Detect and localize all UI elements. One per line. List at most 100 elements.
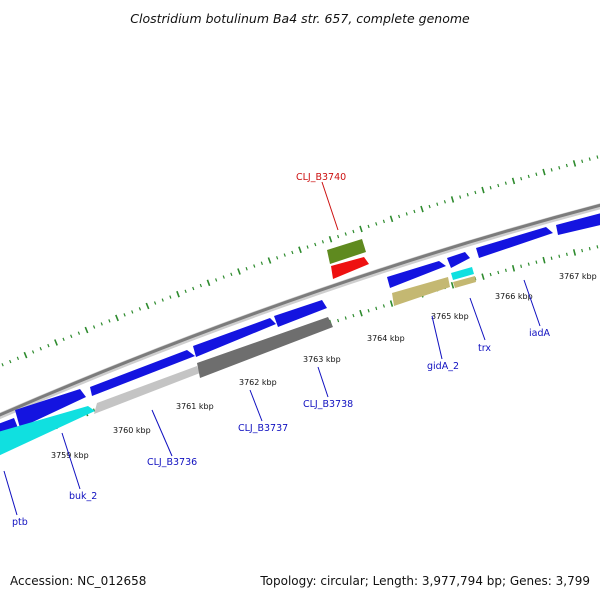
gene-lightgray-buk[interactable] <box>94 366 200 414</box>
gene-darkgray-3737[interactable] <box>197 317 333 378</box>
gene-forward[interactable] <box>476 227 553 258</box>
scale-tick-minor <box>276 256 279 260</box>
scale-tick-minor <box>459 195 462 199</box>
scale-tick-minor <box>527 174 530 179</box>
outer-scale-ticks <box>1 155 599 367</box>
gene-label-clj-b3738[interactable]: CLJ_B3738 <box>303 399 353 410</box>
scale-tick-major <box>84 326 89 334</box>
scale-tick-minor <box>398 214 401 219</box>
leader-ptb <box>3 470 18 516</box>
scale-tick-major <box>328 235 333 243</box>
scale-tick-minor <box>375 306 378 311</box>
scale-tick-minor <box>314 242 317 247</box>
scale-label-3762: 3762 kbp <box>239 378 277 387</box>
scale-label-3759: 3759 kbp <box>51 451 89 460</box>
scale-tick-major <box>572 249 577 256</box>
scale-tick-major <box>359 309 363 317</box>
gene-label-gidA-2[interactable]: gidA_2 <box>427 361 459 372</box>
leader-gidA-2 <box>431 315 443 360</box>
scale-tick-minor <box>489 186 492 190</box>
scale-label-3764: 3764 kbp <box>367 334 405 343</box>
scale-tick-minor <box>535 260 538 264</box>
gene-khaki-small[interactable] <box>453 276 476 288</box>
gene-forward[interactable] <box>193 318 276 357</box>
scale-tick-major <box>206 279 211 287</box>
scale-tick-major <box>115 314 119 322</box>
scale-tick-minor <box>565 163 568 168</box>
gene-khaki-gidA[interactable] <box>392 277 450 306</box>
scale-tick-major <box>267 257 272 264</box>
gene-forward[interactable] <box>387 261 446 288</box>
gene-label-trx[interactable]: trx <box>478 343 491 354</box>
scale-label-3767: 3767 kbp <box>559 272 597 281</box>
scale-tick-minor <box>550 168 553 172</box>
scale-tick-major <box>145 302 150 310</box>
scale-tick-minor <box>321 240 324 244</box>
scale-tick-minor <box>131 310 134 314</box>
gene-label-buk-2[interactable]: buk_2 <box>69 491 97 502</box>
gene-label-clj-b3740[interactable]: CLJ_B3740 <box>296 172 346 183</box>
gene-label-clj-b3736[interactable]: CLJ_B3736 <box>147 457 197 468</box>
scale-tick-minor <box>192 286 195 291</box>
scale-tick-minor <box>31 350 35 354</box>
gene-label-clj-b3737[interactable]: CLJ_B3737 <box>238 423 288 434</box>
scale-tick-major <box>511 265 516 272</box>
scale-tick-minor <box>337 234 340 239</box>
leader-clj-b3737 <box>249 389 263 422</box>
scale-tick-minor <box>352 229 355 234</box>
gene-label-ptb[interactable]: ptb <box>12 517 28 528</box>
gene-forward[interactable] <box>447 252 470 268</box>
scale-tick-minor <box>92 325 96 329</box>
gene-forward[interactable] <box>15 389 86 428</box>
gene-cyan-trx[interactable] <box>451 267 474 280</box>
scale-tick-minor <box>504 268 507 273</box>
scale-label-3766: 3766 kbp <box>495 292 533 301</box>
gene-forward[interactable] <box>556 212 600 235</box>
scale-tick-minor <box>47 343 50 348</box>
scale-tick-minor <box>550 256 553 260</box>
scale-label-3760: 3760 kbp <box>113 426 151 435</box>
gene-forward[interactable] <box>90 350 195 396</box>
scale-tick-minor <box>344 316 347 320</box>
scale-tick-minor <box>153 301 157 305</box>
scale-tick-minor <box>169 295 172 299</box>
scale-tick-minor <box>443 200 446 204</box>
scale-label-3765: 3765 kbp <box>431 312 469 321</box>
scale-tick-minor <box>581 248 584 253</box>
scale-tick-minor <box>474 190 477 195</box>
scale-tick-minor <box>565 252 568 257</box>
leader-trx <box>469 297 486 341</box>
scale-tick-minor <box>405 212 408 216</box>
scale-tick-minor <box>382 304 385 308</box>
scale-tick-major <box>542 168 546 176</box>
scale-tick-major <box>420 205 424 213</box>
genome-backbone-core <box>0 203 600 417</box>
scale-tick-minor <box>1 363 4 367</box>
scale-tick-minor <box>367 309 370 313</box>
gene-label-iadA[interactable]: iadA <box>529 328 550 339</box>
scale-tick-major <box>298 246 302 254</box>
scale-tick-minor <box>596 155 599 159</box>
leader-clj-b3738 <box>317 366 329 398</box>
scale-tick-major <box>450 281 455 289</box>
scale-tick-minor <box>520 177 523 181</box>
scale-tick-minor <box>215 278 218 282</box>
scale-tick-major <box>23 351 28 359</box>
gene-olive-3740[interactable] <box>327 239 366 264</box>
scale-tick-major <box>481 273 485 280</box>
scale-tick-minor <box>230 272 233 277</box>
scale-tick-minor <box>344 232 347 236</box>
gene-forward[interactable] <box>274 300 327 327</box>
scale-tick-major <box>481 186 485 194</box>
gene-cyan-ptb[interactable] <box>0 406 95 456</box>
scale-tick-minor <box>253 264 256 268</box>
leader-clj-b3736 <box>151 409 173 457</box>
scale-tick-minor <box>77 331 81 335</box>
scale-tick-minor <box>16 356 20 361</box>
scale-tick-minor <box>588 157 591 161</box>
gene-red-3740[interactable] <box>331 257 369 279</box>
scale-tick-minor <box>108 319 111 323</box>
scale-tick-minor <box>283 253 286 257</box>
leader-buk-2 <box>61 432 81 490</box>
